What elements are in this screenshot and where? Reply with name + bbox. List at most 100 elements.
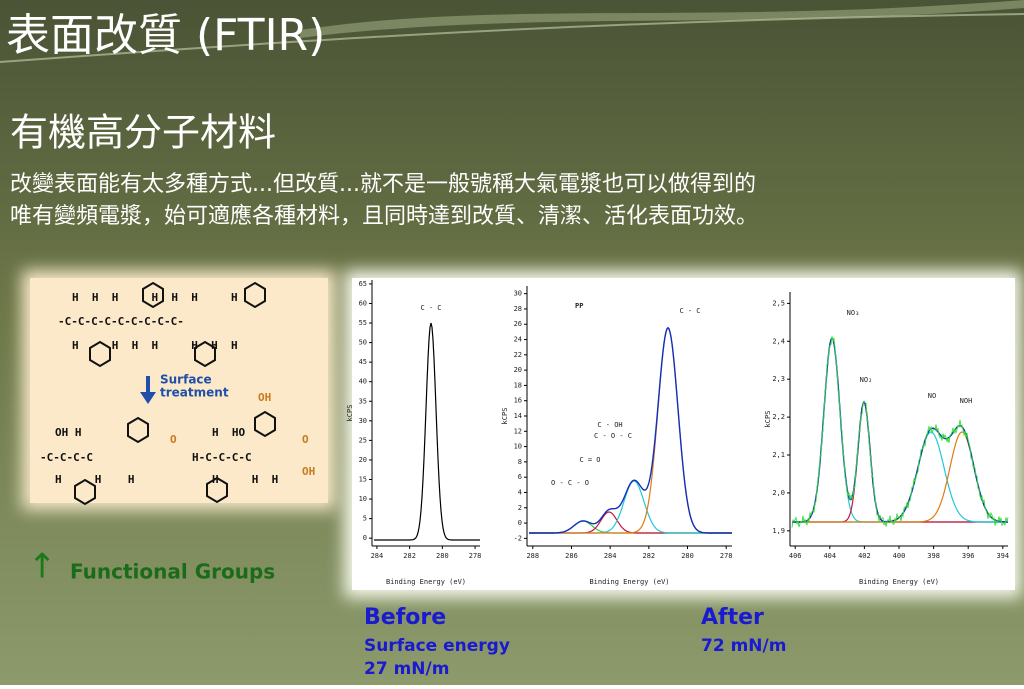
peak-label: NO₂: [860, 376, 873, 384]
x-tick-label: 278: [720, 552, 733, 560]
peak-label: NO₃: [847, 309, 860, 317]
y-tick-label: 60: [359, 299, 367, 307]
peak-label: NO: [928, 392, 936, 400]
body-line: 唯有變頻電漿，始可適應各種材料，且同時達到改質、清潔、活化表面功效。: [10, 203, 758, 229]
x-tick-label: 282: [403, 552, 416, 560]
raw-signal: [791, 336, 1009, 528]
spectrum-title: PP: [575, 302, 583, 310]
molecule-panel: [30, 278, 328, 503]
arrow-head: [140, 392, 156, 404]
y-tick-label: 2,1: [772, 451, 785, 459]
ring: [254, 410, 276, 438]
caption: 72 mN/m: [701, 636, 786, 656]
wave: [300, 0, 1024, 38]
ring: [206, 476, 228, 504]
y-tick-label: 0: [518, 519, 522, 527]
fit-sum: [529, 326, 732, 534]
peak-label: C - C: [679, 307, 700, 315]
atom-label: O: [302, 433, 309, 446]
atom-row: H-C-C-C-C: [192, 451, 252, 464]
y-tick-label: 28: [514, 305, 522, 313]
x-tick-label: 402: [858, 552, 871, 560]
molecule: H H H H H H H -C-C-C-C-C-C-C-C-C- H H H …: [40, 281, 315, 506]
ring: [74, 478, 96, 506]
y-tick-label: 2,0: [772, 489, 785, 497]
spectra-panel: [352, 278, 1015, 590]
y-tick-label: 4: [518, 488, 522, 496]
y-tick-label: 40: [359, 378, 367, 386]
y-tick-label: 18: [514, 381, 522, 389]
peak-label: C - OH: [597, 421, 622, 429]
atom-row: H H H: [212, 473, 278, 486]
wave: [0, 13, 1024, 63]
y-tick-label: 30: [514, 290, 522, 298]
atom-label: O: [170, 433, 177, 446]
caption: 27 mN/m: [364, 659, 449, 679]
title: 表面改質 (FTIR): [6, 10, 325, 61]
y-tick-label: 26: [514, 320, 522, 328]
x-tick-label: 278: [469, 552, 482, 560]
y-tick-label: 10: [514, 443, 522, 451]
x-tick-label: 396: [962, 552, 975, 560]
y-tick-label: 5: [363, 515, 367, 523]
ring: [194, 340, 216, 368]
y-tick-label: 55: [359, 319, 367, 327]
y-tick-label: 0: [363, 534, 367, 542]
x-tick-label: 404: [823, 552, 836, 560]
peak-label: O - C - O: [551, 479, 589, 487]
atom-row: H H H: [55, 473, 134, 486]
y-tick-label: 10: [359, 495, 367, 503]
y-tick-label: 2,3: [772, 375, 785, 383]
treatment-label: Surface: [160, 373, 212, 387]
caption: Surface energy: [364, 636, 510, 656]
legend-text: Functional Groups: [70, 560, 275, 584]
peak-label: C - C: [420, 304, 441, 312]
atom-row: OH H: [55, 426, 82, 439]
y-tick-label: 1,9: [772, 527, 785, 535]
y-tick-label: 30: [359, 417, 367, 425]
x-axis-label: Binding Energy (eV): [859, 578, 939, 586]
x-tick-label: 398: [927, 552, 940, 560]
y-tick-label: 6: [518, 473, 522, 481]
ring: [89, 340, 111, 368]
ring: [142, 281, 164, 309]
x-tick-label: 286: [565, 552, 578, 560]
caption: Before: [364, 605, 446, 630]
atom-row: -C-C-C-C-C-C-C-C-C-: [58, 315, 184, 328]
y-tick-label: 8: [518, 458, 522, 466]
y-axis-label: kCPS: [346, 405, 354, 422]
y-tick-label: 20: [514, 366, 522, 374]
x-axis-label: Binding Energy (eV): [589, 578, 669, 586]
x-tick-label: 280: [681, 552, 694, 560]
atom-label: OH: [258, 391, 271, 404]
peak-label: C = O: [579, 456, 600, 464]
peak-label: C - O - C: [594, 432, 632, 440]
x-tick-label: 282: [643, 552, 656, 560]
atom-row: H HO: [212, 426, 245, 439]
x-axis-label: Binding Energy (eV): [386, 578, 466, 586]
x-tick-label: 400: [893, 552, 906, 560]
y-tick-label: 22: [514, 351, 522, 359]
y-tick-label: 24: [514, 336, 522, 344]
y-tick-label: 35: [359, 397, 367, 405]
y-tick-label: 2: [518, 504, 522, 512]
x-tick-label: 284: [371, 552, 384, 560]
y-tick-label: 25: [359, 436, 367, 444]
atom-row: H H H H H H H: [72, 339, 238, 352]
y-tick-label: 2,2: [772, 413, 785, 421]
x-tick-label: 280: [436, 552, 449, 560]
subtitle: 有機高分子材料: [10, 111, 276, 155]
legend-arrow: ↑: [28, 547, 57, 587]
fit-component: [374, 322, 480, 541]
y-axis-label: kCPS: [764, 411, 772, 428]
y-tick-label: 45: [359, 358, 367, 366]
y-axis-label: kCPS: [501, 408, 509, 425]
treatment-label: treatment: [160, 386, 229, 400]
x-tick-label: 406: [789, 552, 802, 560]
y-tick-label: -2: [514, 534, 522, 542]
x-tick-label: 394: [996, 552, 1009, 560]
y-tick-label: 50: [359, 339, 367, 347]
y-tick-label: 15: [359, 476, 367, 484]
